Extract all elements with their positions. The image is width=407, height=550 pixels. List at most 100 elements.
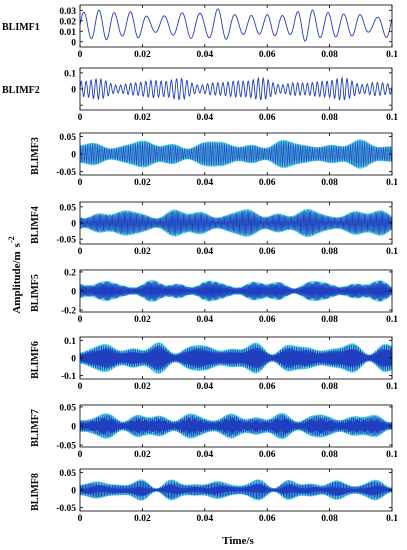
x-tick-label-blimf3-3: 0.06: [259, 178, 276, 188]
signal-line-blimf1: [79, 8, 393, 42]
x-tick-label-blimf6-5: 0.1: [386, 382, 398, 392]
x-axis-title: Time/s: [222, 535, 254, 547]
x-tick-label-blimf4-1: 0.02: [134, 247, 151, 257]
x-tick-label-blimf7-2: 0.04: [196, 450, 213, 460]
y-tick-label-blimf1-1: 0.01: [59, 28, 76, 38]
y-tick-label-blimf1-0: 0: [71, 38, 76, 48]
x-tick-label-blimf4-4: 0.08: [321, 247, 338, 257]
panel-label-blimf3: BLIMF3: [30, 137, 41, 175]
x-tick-label-blimf5-0: 0: [78, 315, 83, 325]
y-tick-label-blimf3-2: 0.05: [59, 133, 76, 143]
x-tick-label-blimf6-1: 0.02: [134, 382, 151, 392]
x-tick-label-blimf1-5: 0.1: [386, 50, 398, 60]
x-tick-label-blimf1-0: 0: [78, 50, 83, 60]
signal-line-blimf2: [79, 76, 393, 101]
y-tick-label-blimf7-1: 0: [71, 423, 76, 433]
y-tick-label-blimf3-1: 0: [71, 151, 76, 161]
x-tick-label-blimf8-3: 0.06: [259, 514, 276, 524]
x-tick-label-blimf6-3: 0.06: [259, 382, 276, 392]
y-tick-label-blimf6-2: 0.1: [64, 337, 76, 347]
panel-label-blimf7: BLIMF7: [30, 409, 41, 447]
x-tick-label-blimf8-1: 0.02: [134, 514, 151, 524]
y-tick-label-blimf4-2: 0.05: [59, 203, 76, 213]
panel-label-blimf1: BLIMF1: [2, 22, 40, 33]
x-tick-label-blimf1-1: 0.02: [134, 50, 151, 60]
y-axis-title-main: Amplitude/m: [11, 251, 23, 313]
x-tick-label-blimf3-4: 0.08: [321, 178, 338, 188]
x-tick-label-blimf1-4: 0.08: [321, 50, 338, 60]
signal-band-blimf3: [80, 139, 392, 169]
y-tick-label-blimf8-0: -0.05: [56, 504, 76, 514]
y-axis-title: Amplitude/m s-2: [7, 236, 23, 313]
y-tick-label-blimf4-0: -0.05: [56, 236, 76, 246]
panels-group: 0 0.02 0.04 0.06 0.08 0.100.010.020.03BLIMF10…: [2, 4, 398, 524]
x-tick-label-blimf6-2: 0.04: [196, 382, 213, 392]
y-tick-label-blimf2-1: 0: [71, 86, 76, 96]
y-tick-label-blimf7-0: -0.05: [56, 442, 76, 452]
panel-blimf2: 0 0.02 0.04 0.06 0.08 0.1 0 0.1 BLIMF2: [2, 67, 398, 123]
y-axis-title-exponent: -2: [7, 236, 16, 243]
x-tick-label-blimf3-5: 0.1: [386, 178, 398, 188]
y-tick-label-blimf1-2: 0.02: [59, 17, 76, 27]
x-tick-label-blimf5-3: 0.06: [259, 315, 276, 325]
panel-label-blimf6: BLIMF6: [30, 341, 41, 379]
x-tick-label-blimf5-1: 0.02: [134, 315, 151, 325]
x-tick-label-blimf6-4: 0.08: [321, 382, 338, 392]
panel-label-blimf5: BLIMF5: [30, 274, 41, 312]
x-tick-label-blimf8-4: 0.08: [321, 514, 338, 524]
x-tick-label-blimf4-2: 0.04: [196, 247, 213, 257]
x-tick-label-blimf8-5: 0.1: [386, 514, 398, 524]
x-tick-label-blimf3-1: 0.02: [134, 178, 151, 188]
x-tick-label-blimf7-3: 0.06: [259, 450, 276, 460]
axes-frame-blimf1: [79, 4, 393, 48]
y-tick-label-blimf5-1: 0: [71, 288, 76, 298]
x-tick-label-blimf7-1: 0.02: [134, 450, 151, 460]
x-tick-label-blimf1-2: 0.04: [196, 50, 213, 60]
x-tick-label-blimf3-2: 0.04: [196, 178, 213, 188]
panel-label-blimf4: BLIMF4: [30, 206, 41, 244]
signal-line-blimf7: [79, 413, 393, 439]
y-axis-title-unit: s: [11, 242, 23, 247]
x-tick-label-blimf8-0: 0: [78, 514, 83, 524]
x-tick-label-blimf2-0: 0: [78, 113, 83, 123]
x-tick-label-blimf7-4: 0.08: [321, 450, 338, 460]
x-tick-label-blimf4-3: 0.06: [259, 247, 276, 257]
y-tick-label-blimf5-2: 0.2: [64, 268, 76, 278]
x-tick-label-blimf7-5: 0.1: [386, 450, 398, 460]
y-tick-label-blimf6-1: 0: [71, 355, 76, 365]
x-tick-label-blimf2-1: 0.02: [134, 113, 151, 123]
y-tick-label-blimf5-0: -0.2: [61, 307, 76, 317]
x-tick-label-blimf7-0: 0: [78, 450, 83, 460]
x-tick-label-blimf6-0: 0: [78, 382, 83, 392]
y-tick-label-blimf4-1: 0: [71, 220, 76, 230]
signal-line-blimf5: [79, 280, 393, 302]
x-tick-label-blimf2-2: 0.04: [196, 113, 213, 123]
y-tick-label-blimf8-2: 0.05: [59, 469, 76, 479]
panel-label-blimf8: BLIMF8: [30, 473, 41, 511]
y-tick-label-blimf8-1: 0: [71, 487, 76, 497]
y-tick-label-blimf3-0: -0.05: [56, 168, 76, 178]
y-tick-label-blimf2-2: 0.1: [64, 69, 76, 79]
signal-line-blimf6: [79, 343, 393, 374]
x-tick-label-blimf2-3: 0.06: [259, 113, 276, 123]
signal-line-blimf8: [79, 479, 393, 501]
x-tick-label-blimf5-2: 0.04: [196, 315, 213, 325]
panel-label-blimf2: BLIMF2: [2, 85, 40, 96]
signal-line-blimf3: [79, 140, 393, 168]
x-tick-label-blimf8-2: 0.04: [196, 514, 213, 524]
y-tick-label-blimf7-2: 0.05: [59, 403, 76, 413]
x-tick-label-blimf5-4: 0.08: [321, 315, 338, 325]
signal-line-blimf4: [79, 209, 393, 237]
x-tick-label-blimf2-4: 0.08: [321, 113, 338, 123]
y-tick-label-blimf6-0: -0.1: [61, 372, 76, 382]
x-tick-label-blimf4-0: 0: [78, 247, 83, 257]
x-tick-label-blimf1-3: 0.06: [259, 50, 276, 60]
